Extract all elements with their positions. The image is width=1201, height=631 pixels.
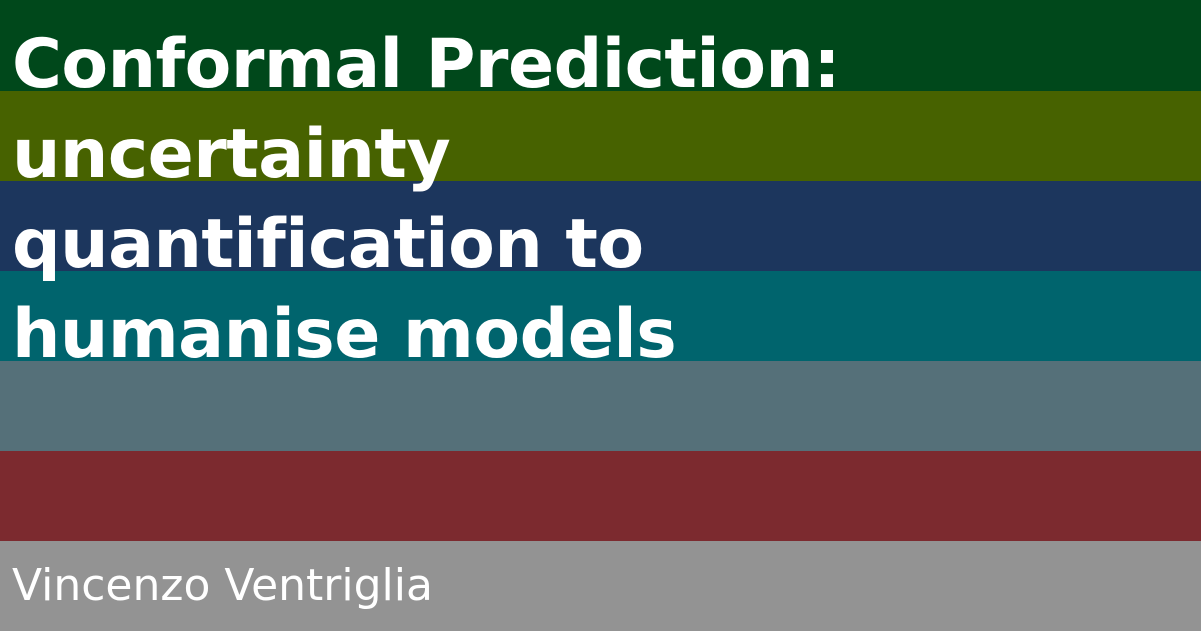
stripe-teal [0, 271, 1201, 361]
author-name: Vincenzo Ventriglia [12, 560, 433, 611]
stripe-grey [0, 541, 1201, 631]
page-title: Conformal Prediction: uncertainty quanti… [12, 20, 1172, 380]
stripe-olive-green [0, 91, 1201, 181]
stripe-burgundy [0, 451, 1201, 541]
title-line-4: humanise models [12, 295, 677, 374]
stripe-navy [0, 181, 1201, 271]
title-line-2: uncertainty [12, 115, 451, 194]
title-line-3: quantification to [12, 205, 644, 284]
stripe-slate [0, 361, 1201, 451]
title-line-1: Conformal Prediction: [12, 25, 841, 104]
stripe-dark-green [0, 0, 1201, 91]
